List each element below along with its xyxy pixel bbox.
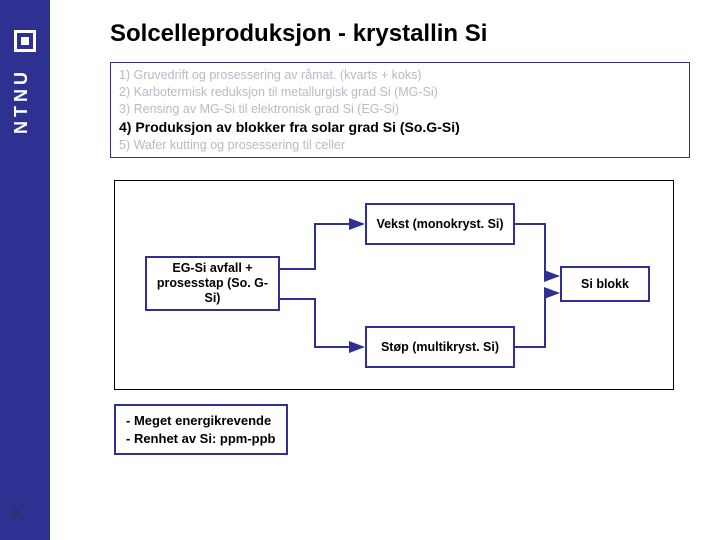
note-line-1: - Meget energikrevende [126,412,276,430]
flow-diagram: EG-Si avfall + prosesstap (So. G-Si) Vek… [114,180,674,390]
page-number: 8 [12,505,19,520]
step-2: 2) Karbotermisk reduksjon til metallurgi… [119,84,681,101]
note-line-2: - Renhet av Si: ppm-ppb [126,430,276,448]
node-input: EG-Si avfall + prosesstap (So. G-Si) [145,256,280,311]
step-3: 3) Rensing av MG-Si til elektronisk grad… [119,101,681,118]
notes-box: - Meget energikrevende - Renhet av Si: p… [114,404,288,455]
step-1: 1) Gruvedrift og prosessering av råmat. … [119,67,681,84]
process-steps-box: 1) Gruvedrift og prosessering av råmat. … [110,62,690,158]
ntnu-logo-text: NTNU [11,68,39,134]
page-title: Solcelleproduksjon - krystallin Si [110,20,690,48]
step-4: 4) Produksjon av blokker fra solar grad … [119,118,681,137]
node-vekst: Vekst (monokryst. Si) [365,203,515,245]
ntnu-logo-icon [14,30,36,52]
sidebar: NTNU [0,0,50,540]
slide-content: Solcelleproduksjon - krystallin Si 1) Gr… [50,0,720,540]
node-blokk: Si blokk [560,266,650,302]
node-stop: Støp (multikryst. Si) [365,326,515,368]
step-5: 5) Wafer kutting og prosessering til cel… [119,137,681,154]
